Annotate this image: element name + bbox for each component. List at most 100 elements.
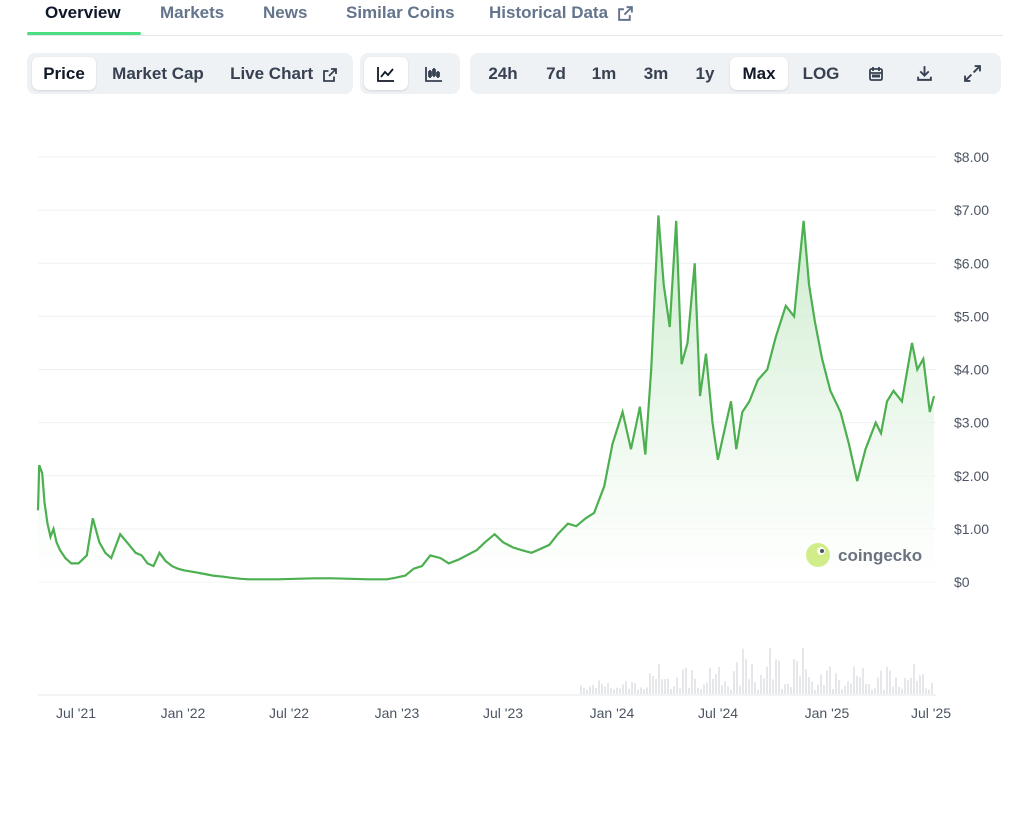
volume-bar [748,679,750,694]
volume-bar [604,686,606,694]
market-cap-button[interactable]: Market Cap [112,64,204,83]
volume-bar [802,647,804,694]
volume-bar [664,679,666,694]
volume-bar [928,689,930,694]
range-7d-button[interactable]: 7d [546,64,566,83]
volume-bar [631,681,633,694]
range-max-button[interactable]: Max [730,57,788,90]
range-3m-button[interactable]: 3m [643,64,669,83]
volume-bar [871,689,873,694]
download-icon [916,66,932,81]
volume-bar [781,688,783,694]
volume-bar [658,664,660,694]
volume-bar [763,678,765,694]
tab-markets[interactable]: Markets [160,3,225,22]
volume-bar [895,677,897,694]
volume-bar [757,689,759,694]
x-tick-label: Jul '23 [483,705,523,721]
volume-bar [868,684,870,694]
volume-bar [913,664,915,694]
volume-bar [700,689,702,694]
range-1y-button[interactable]: 1y [695,64,715,83]
volume-bar [811,681,813,694]
x-tick-label: Jan '25 [805,705,850,721]
volume-bar [619,688,621,694]
tab-news[interactable]: News [263,3,308,22]
time-range-group: 24h 7d 1m 3m 1y Max LOG [470,53,1001,94]
volume-bar [826,670,828,694]
volume-bar [817,684,819,694]
y-tick-label: $3.00 [954,415,989,431]
volume-bar [910,677,912,694]
volume-bar [874,688,876,694]
volume-bar [775,659,777,694]
volume-bar [586,689,588,694]
volume-bar [886,666,888,694]
volume-bar [616,687,618,694]
y-tick-label: $0 [954,574,970,590]
live-chart-label: Live Chart [230,64,314,83]
volume-bar [592,684,594,694]
volume-bar [724,681,726,694]
volume-bar [859,677,861,694]
tab-overview[interactable]: Overview [45,3,121,22]
range-24h-button[interactable]: 24h [488,64,518,83]
active-tab-underline [27,32,141,35]
volume-bar [754,682,756,694]
volume-bar [601,683,603,694]
volume-bar [607,683,609,694]
volume-bar [766,666,768,694]
price-line [36,215,936,581]
tab-similar-coins[interactable]: Similar Coins [346,3,455,22]
volume-bar [805,669,807,694]
volume-bar [688,687,690,694]
volume-bar [793,659,795,694]
y-tick-label: $7.00 [954,202,989,218]
volume-bar [661,679,663,694]
metric-toggle-group: Price Market Cap Live Chart [27,53,353,94]
fullscreen-icon [963,65,981,82]
overview-tabs: Overview Markets News Similar Coins Hist… [0,0,1024,36]
candlestick-chart-button[interactable] [412,57,456,90]
volume-bar [808,676,810,694]
volume-bar [835,673,837,694]
price-button[interactable]: Price [32,57,96,90]
log-scale-button[interactable]: LOG [802,64,840,83]
volume-bar [679,688,681,694]
x-tick-label: Jan '23 [375,705,420,721]
volume-bar [814,689,816,694]
volume-bar [883,689,885,694]
download-button[interactable] [906,57,942,90]
y-tick-label: $8.00 [954,149,989,165]
volume-bar [739,685,741,694]
volume-bar [718,666,720,694]
volume-bars [580,647,933,694]
coingecko-watermark: coingecko [806,543,922,567]
volume-bar [907,679,909,694]
y-tick-label: $4.00 [954,362,989,378]
volume-bar [649,673,651,694]
volume-bar [760,675,762,694]
volume-bar [898,686,900,694]
range-1m-button[interactable]: 1m [591,64,617,83]
volume-bar [715,674,717,694]
x-tick-label: Jul '24 [698,705,738,721]
live-chart-button[interactable]: Live Chart [223,57,345,90]
x-tick-label: Jul '22 [269,705,309,721]
volume-bar [742,648,744,694]
line-chart-button[interactable] [364,57,408,90]
volume-bar [877,677,879,694]
line-chart-icon [377,66,394,82]
volume-bar [829,666,831,694]
price-chart[interactable]: $0 $1.00 $2.00 $3.00 $4.00 $5.00 $6.00 $7.00 $8.… [0,100,1024,740]
fullscreen-button[interactable] [954,57,990,90]
volume-bar [856,675,858,694]
tab-historical-data[interactable]: Historical Data [489,0,634,34]
x-tick-label: Jan '22 [161,705,206,721]
calendar-button[interactable] [858,57,894,90]
volume-bar [637,689,639,694]
volume-bar [643,689,645,694]
volume-bar [841,689,843,694]
volume-bar [820,674,822,694]
volume-bar [703,684,705,694]
